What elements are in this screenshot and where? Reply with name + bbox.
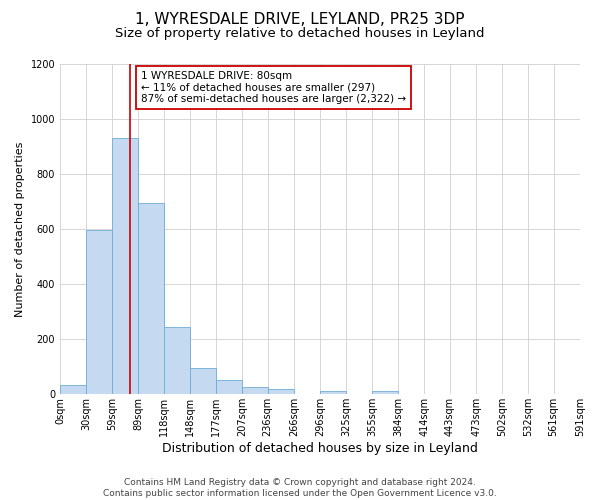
Bar xyxy=(268,390,294,394)
Bar xyxy=(112,138,139,394)
Y-axis label: Number of detached properties: Number of detached properties xyxy=(15,142,25,317)
Text: 1, WYRESDALE DRIVE, LEYLAND, PR25 3DP: 1, WYRESDALE DRIVE, LEYLAND, PR25 3DP xyxy=(135,12,465,28)
Bar xyxy=(139,203,164,394)
Text: Size of property relative to detached houses in Leyland: Size of property relative to detached ho… xyxy=(115,28,485,40)
Bar xyxy=(190,368,216,394)
Text: Contains HM Land Registry data © Crown copyright and database right 2024.
Contai: Contains HM Land Registry data © Crown c… xyxy=(103,478,497,498)
Text: 1 WYRESDALE DRIVE: 80sqm
← 11% of detached houses are smaller (297)
87% of semi-: 1 WYRESDALE DRIVE: 80sqm ← 11% of detach… xyxy=(141,71,406,104)
Bar xyxy=(373,392,398,394)
Bar xyxy=(60,384,86,394)
Bar xyxy=(86,230,112,394)
Bar xyxy=(216,380,242,394)
Bar xyxy=(164,328,190,394)
X-axis label: Distribution of detached houses by size in Leyland: Distribution of detached houses by size … xyxy=(162,442,478,455)
Bar xyxy=(320,392,346,394)
Bar xyxy=(242,388,268,394)
